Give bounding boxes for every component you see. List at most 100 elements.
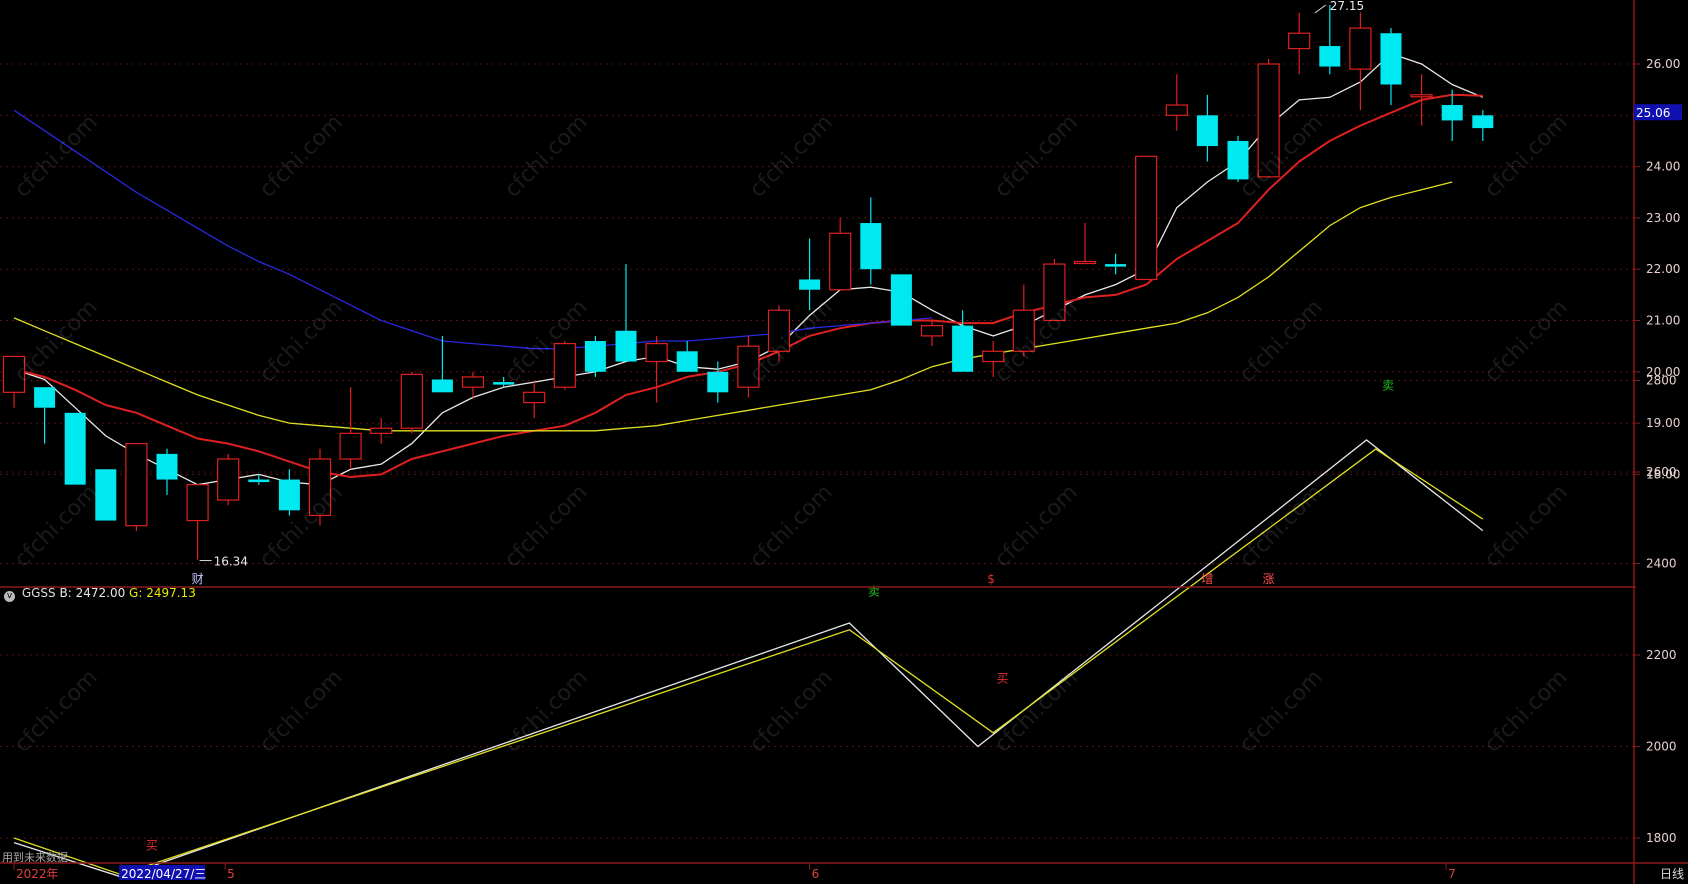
candle-body-up — [737, 345, 760, 388]
event-marker: 涨 — [1263, 571, 1275, 586]
candle — [952, 310, 974, 372]
indicator-tick-label: 2000 — [1646, 740, 1677, 754]
candle — [1196, 94, 1218, 162]
candle-body-down — [493, 382, 515, 385]
indicator-b-value: B: 2472.00 — [59, 586, 126, 600]
indicator-tick-label: 2600 — [1646, 465, 1677, 479]
event-marker: $ — [987, 572, 995, 586]
candle — [370, 417, 393, 444]
annotations: 27.15 16.34 财 $ 增 涨买 卖买 卖 — [146, 0, 1394, 852]
candlesticks — [2, 5, 1494, 560]
candle-body-down — [1380, 33, 1402, 85]
price-tick-label: 23.00 — [1646, 211, 1680, 225]
candle — [799, 238, 821, 311]
candle — [1410, 74, 1433, 126]
candle-body-down — [1319, 46, 1341, 67]
candle — [1105, 253, 1127, 275]
candle — [493, 376, 515, 388]
candle-body-up — [186, 484, 209, 522]
candle — [1227, 135, 1249, 182]
candle — [2, 355, 26, 408]
candle — [1288, 12, 1311, 75]
candle-body-down — [1441, 105, 1463, 121]
candle — [186, 484, 209, 560]
indicator-line-G — [13, 448, 1484, 876]
price-tick-label: 22.00 — [1646, 262, 1680, 276]
candle-body-down — [676, 351, 698, 372]
indicator-line-B — [13, 439, 1484, 878]
ma-line-3 — [13, 181, 1453, 432]
candle-body-up — [1288, 32, 1311, 50]
trade-signal: 买 — [996, 671, 1008, 685]
candle — [1135, 155, 1158, 281]
period-label[interactable]: 日线 — [1659, 867, 1684, 881]
candle — [553, 341, 576, 390]
price-axis-ticks: 18.0019.0020.0021.0022.0023.0024.0025.00… — [1634, 57, 1680, 481]
price-tick-label: 20.00 — [1646, 365, 1680, 379]
candle-body-down — [707, 371, 729, 393]
candle — [615, 264, 637, 362]
candle — [339, 387, 362, 470]
price-tick-label: 19.00 — [1646, 416, 1680, 430]
candle — [461, 371, 485, 398]
indicator-tick-label: 2200 — [1646, 648, 1677, 662]
event-marker: 财 — [192, 572, 204, 586]
price-tick-label: 18.00 — [1646, 467, 1680, 481]
indicator-header[interactable]: v GGSS B: 2472.00 G: 2497.13 — [4, 586, 196, 602]
current-price-tag: 25.06 — [1634, 104, 1682, 121]
candle-body-down — [799, 279, 821, 290]
candle-body-down — [1472, 115, 1494, 129]
candle — [1349, 12, 1372, 111]
candle-body-up — [1135, 155, 1158, 281]
candle-body-down — [248, 479, 270, 483]
candle-body-up — [1349, 27, 1372, 70]
candle-body-down — [1227, 140, 1249, 180]
candle — [737, 335, 760, 398]
candle-body-down — [584, 341, 606, 372]
candle-body-up — [339, 432, 362, 460]
candle-body-down — [431, 379, 453, 393]
collapse-icon[interactable]: v — [4, 591, 15, 602]
low-price-label: 16.34 — [214, 555, 248, 569]
trade-signal: 卖 — [868, 585, 880, 599]
candle — [829, 217, 852, 291]
candle-body-up — [920, 325, 944, 337]
date-cursor-box — [119, 865, 206, 880]
candle-body-up — [400, 373, 423, 429]
candle-body-up — [829, 232, 852, 291]
future-data-note: 用到未来数据 — [2, 851, 68, 864]
candle-body-up — [1043, 263, 1066, 322]
candle — [1165, 74, 1188, 131]
candle — [125, 443, 148, 531]
indicator-name: GGSS — [21, 586, 56, 600]
candle-body-up — [1012, 309, 1035, 352]
candle-body-down — [1105, 264, 1127, 267]
candle-body-up — [461, 376, 485, 388]
date-tick-label: 6 — [812, 867, 820, 881]
candle-body-up — [370, 427, 393, 434]
candle-body-down — [615, 330, 637, 362]
price-tick-label: 21.00 — [1646, 314, 1680, 328]
candle — [1257, 58, 1280, 178]
candle-body-up — [553, 342, 576, 388]
candle-body-down — [860, 223, 882, 270]
indicator-tick-label: 2400 — [1646, 557, 1677, 571]
candle-body-up — [767, 309, 791, 352]
high-price-label: 27.15 — [1330, 0, 1364, 13]
candle-body-up — [217, 458, 240, 501]
candle — [1043, 258, 1066, 322]
candle — [64, 412, 86, 485]
candle — [645, 335, 668, 403]
indicator-lines — [13, 439, 1484, 878]
candle-body-up — [645, 342, 668, 363]
indicator-gridlines — [0, 380, 1634, 839]
indicator-axis-ticks: 1800 2000 2200 2400 2600 2800 — [1634, 374, 1677, 845]
candle-body-up — [2, 355, 26, 393]
candle — [1073, 223, 1097, 265]
candle — [1441, 89, 1463, 141]
indicator-tick-label: 1800 — [1646, 831, 1677, 845]
candle — [34, 387, 56, 444]
candle-body-down — [64, 412, 86, 485]
